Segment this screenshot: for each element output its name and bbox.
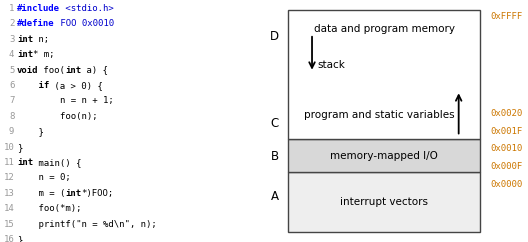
Text: printf("n = %d\n", n);: printf("n = %d\n", n); (17, 220, 157, 229)
Text: 13: 13 (4, 189, 14, 198)
Text: * m;: * m; (33, 50, 54, 59)
Text: (a > 0) {: (a > 0) { (49, 81, 103, 90)
Text: int: int (17, 158, 33, 167)
Text: main() {: main() { (33, 158, 81, 167)
Text: interrupt vectors: interrupt vectors (340, 197, 428, 207)
Text: #define: #define (17, 19, 54, 28)
Text: C: C (270, 117, 279, 130)
Text: 3: 3 (9, 35, 14, 44)
Text: 2: 2 (9, 19, 14, 28)
Text: 12: 12 (4, 174, 14, 182)
Text: 5: 5 (9, 66, 14, 75)
Text: D: D (270, 30, 279, 43)
Text: n;: n; (33, 35, 49, 44)
Text: 6: 6 (9, 81, 14, 90)
Text: 1: 1 (9, 4, 14, 13)
Text: #include: #include (17, 4, 60, 13)
Text: 0x0000: 0x0000 (491, 180, 523, 189)
Text: int: int (65, 66, 81, 75)
Text: 0xFFFF: 0xFFFF (491, 12, 523, 21)
Text: stack: stack (317, 60, 345, 70)
Text: void: void (17, 66, 39, 75)
Text: 16: 16 (4, 235, 14, 242)
Text: 4: 4 (9, 50, 14, 59)
Text: }: } (17, 127, 44, 136)
Text: 0x000F: 0x000F (491, 162, 523, 171)
Text: data and program memory: data and program memory (314, 24, 455, 34)
Text: *)FOO;: *)FOO; (81, 189, 114, 198)
Text: int: int (17, 35, 33, 44)
Bar (288, 172, 480, 232)
Text: 14: 14 (4, 204, 14, 213)
Text: 7: 7 (9, 96, 14, 106)
Bar (288, 10, 480, 139)
Text: 10: 10 (4, 143, 14, 152)
Text: FOO 0x0010: FOO 0x0010 (54, 19, 114, 28)
Text: foo(n);: foo(n); (17, 112, 98, 121)
Text: B: B (271, 150, 279, 163)
Text: n = n + 1;: n = n + 1; (17, 96, 114, 106)
Text: program and static variables: program and static variables (304, 110, 455, 120)
Text: memory-mapped I/O: memory-mapped I/O (330, 151, 438, 160)
Text: A: A (271, 190, 279, 203)
Text: n = 0;: n = 0; (17, 174, 71, 182)
Text: 0x001F: 0x001F (491, 127, 523, 136)
Text: foo(*m);: foo(*m); (17, 204, 81, 213)
Text: <stdio.h>: <stdio.h> (60, 4, 114, 13)
Text: 0x0010: 0x0010 (491, 144, 523, 153)
Text: 11: 11 (4, 158, 14, 167)
Text: int: int (17, 50, 33, 59)
Text: foo(: foo( (39, 66, 65, 75)
Text: int: int (65, 189, 81, 198)
Text: }: } (17, 143, 22, 152)
Text: m = (: m = ( (17, 189, 65, 198)
Text: a) {: a) { (81, 66, 108, 75)
Text: }: } (17, 235, 22, 242)
Text: 15: 15 (4, 220, 14, 229)
Text: 9: 9 (9, 127, 14, 136)
Bar (288, 139, 480, 172)
Text: 0x0020: 0x0020 (491, 109, 523, 118)
Text: if: if (17, 81, 49, 90)
Text: 8: 8 (9, 112, 14, 121)
